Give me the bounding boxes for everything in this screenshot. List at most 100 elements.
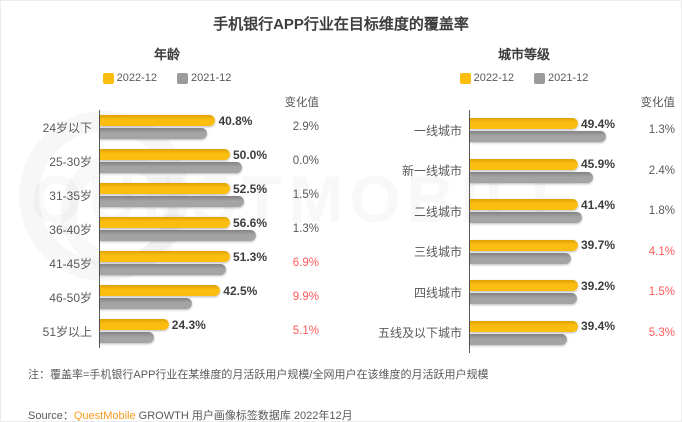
bar-2021 — [100, 196, 245, 207]
bar-2022 — [100, 217, 230, 228]
value-label: 42.5% — [223, 283, 258, 298]
chart-row: 三线城市 39.7% 4.1% — [373, 231, 675, 272]
change-value: 5.3% — [648, 326, 675, 339]
page-title: 手机银行APP行业在目标维度的覆盖率 — [213, 16, 469, 33]
bar-2022 — [470, 280, 578, 292]
bar-2021 — [100, 162, 242, 173]
chart-city-grid: 变化值 一线城市 49.4% 1.3% 新一线城市 45.9% — [373, 90, 675, 353]
chart-row: 36-40岁 56.6% 1.3% — [15, 212, 319, 246]
change-value: 9.9% — [292, 291, 319, 303]
chart-row: 新一线城市 45.9% 2.4% — [373, 150, 675, 191]
change-value: 5.1% — [292, 325, 319, 337]
bar-2021 — [100, 298, 193, 309]
bar-2022 — [100, 285, 221, 296]
legend-item-2021: 2021-12 — [534, 72, 588, 84]
chart-row: 51岁以上 24.3% 5.1% — [15, 314, 319, 348]
legend-label-2022: 2022-12 — [116, 72, 157, 84]
chart-row: 25-30岁 50.0% 0.0% — [15, 144, 319, 178]
bar-2021 — [100, 230, 257, 241]
value-label: 39.7% — [580, 238, 615, 253]
category-label: 41-45岁 — [49, 256, 92, 271]
source-line: Source：QuestMobile GROWTH 用户画像标签数据库 2022… — [28, 407, 681, 422]
bar-2022 — [470, 199, 578, 211]
bar-2021 — [470, 131, 607, 143]
legend-label-2021: 2021-12 — [548, 72, 589, 84]
chart-row: 46-50岁 42.5% 9.9% — [15, 280, 319, 314]
bar-group: 56.6% — [99, 212, 267, 246]
change-value: 1.5% — [648, 286, 675, 299]
legend-swatch-2021-icon — [177, 72, 188, 84]
source-rest: GROWTH 用户画像标签数据库 2022年12月 — [135, 410, 353, 422]
change-header: 变化值 — [640, 97, 676, 109]
bar-group: 49.4% — [469, 110, 615, 151]
source-label: Source： — [28, 410, 74, 422]
category-label: 二线城市 — [413, 204, 462, 219]
chart-city-title: 城市等级 — [497, 47, 550, 62]
change-header-row: 变化值 — [373, 90, 676, 110]
source-brand: QuestMobile — [73, 410, 136, 422]
bar-2021 — [100, 264, 226, 275]
value-label: 49.4% — [580, 116, 615, 131]
category-label: 24岁以下 — [42, 120, 92, 135]
category-label: 新一线城市 — [401, 164, 462, 179]
chart-row: 31-35岁 52.5% 1.5% — [15, 178, 319, 212]
change-value: 4.1% — [648, 245, 675, 258]
category-label: 46-50岁 — [49, 290, 92, 305]
value-label: 41.4% — [580, 197, 615, 212]
bar-2022 — [470, 158, 578, 170]
value-label: 39.2% — [580, 278, 615, 293]
change-value: 0.0% — [292, 155, 319, 167]
chart-age: 年龄 2022-12 2021-12 变化值 — [15, 44, 319, 353]
bar-2021 — [470, 252, 571, 264]
change-value: 6.9% — [292, 257, 319, 269]
bar-2021 — [470, 333, 567, 345]
value-label: 40.8% — [218, 113, 253, 128]
category-label: 一线城市 — [413, 123, 462, 138]
chart-row: 四线城市 39.2% 1.5% — [373, 272, 675, 313]
charts-container: 年龄 2022-12 2021-12 变化值 — [1, 44, 681, 353]
bar-2021 — [470, 171, 594, 183]
legend-swatch-2022-icon — [459, 72, 471, 84]
bar-2021 — [470, 212, 583, 224]
value-label: 50.0% — [232, 147, 267, 162]
bar-2021 — [100, 128, 208, 139]
legend: 2022-12 2021-12 — [373, 72, 675, 84]
bar-group: 39.2% — [469, 272, 615, 313]
bar-group: 50.0% — [99, 144, 267, 178]
bar-2021 — [100, 332, 155, 343]
value-label: 45.9% — [580, 157, 615, 172]
value-label: 51.3% — [232, 249, 267, 264]
bar-group: 45.9% — [469, 150, 615, 191]
bar-group: 39.7% — [469, 231, 615, 272]
category-label: 51岁以上 — [42, 324, 92, 339]
bar-group: 42.5% — [99, 280, 267, 314]
legend-item-2022: 2022-12 — [102, 72, 157, 84]
bar-2022 — [100, 251, 230, 262]
category-label: 三线城市 — [413, 245, 462, 260]
change-header: 变化值 — [284, 97, 320, 109]
legend-item-2022: 2022-12 — [459, 72, 514, 84]
category-label: 五线及以下城市 — [377, 326, 462, 341]
bar-2022 — [100, 149, 230, 160]
legend-label-2021: 2021-12 — [191, 72, 232, 84]
bar-2022 — [470, 239, 578, 251]
bar-2022 — [100, 115, 216, 126]
bar-2021 — [470, 293, 577, 305]
footnote: 注：覆盖率=手机银行APP行业在某维度的月活跃用户规模/全网用户在该维度的月活跃… — [28, 369, 489, 381]
chart-city-tier: 城市等级 2022-12 2021-12 变化值 — [373, 44, 675, 353]
chart-row: 24岁以下 40.8% 2.9% — [15, 110, 319, 144]
category-label: 四线城市 — [413, 285, 462, 300]
change-value: 1.5% — [292, 189, 319, 201]
change-value: 1.8% — [648, 205, 675, 218]
value-label: 52.5% — [232, 181, 267, 196]
change-value: 2.4% — [648, 164, 675, 177]
value-label: 24.3% — [171, 317, 206, 332]
chart-age-title: 年龄 — [153, 47, 180, 62]
chart-row: 五线及以下城市 39.4% 5.3% — [373, 312, 675, 353]
legend-swatch-2022-icon — [102, 72, 114, 84]
bar-group: 40.8% — [99, 110, 267, 144]
bar-group: 51.3% — [99, 246, 267, 280]
bar-2022 — [100, 183, 230, 194]
